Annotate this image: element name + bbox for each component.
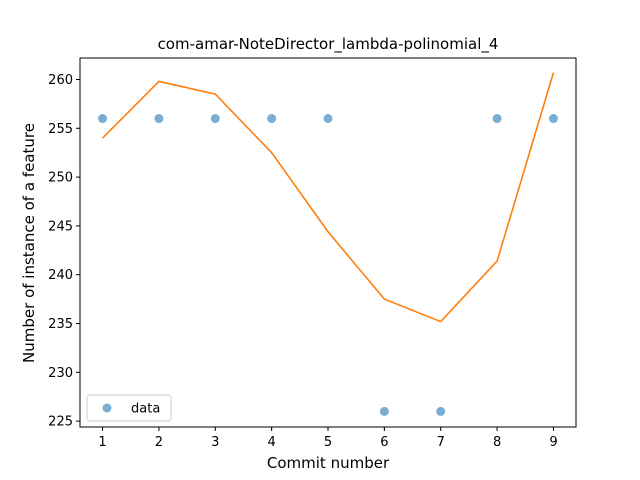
axes-frame [79,57,577,428]
data-point [323,114,333,124]
x-tick-label: 2 [155,435,163,450]
y-tick-label: 260 [48,73,73,88]
y-axis: 225 230 235 240 245 250 255 260 [48,73,80,430]
legend-marker-data [102,403,112,413]
x-tick-label: 4 [267,435,275,450]
data-point [492,114,502,124]
y-tick-label: 225 [48,415,73,430]
data-point [548,114,558,124]
y-tick-label: 240 [48,268,73,283]
legend-label-data: data [131,402,160,417]
data-point [154,114,164,124]
x-tick-label: 6 [380,435,388,450]
y-axis-label: Number of instance of a feature [20,123,38,363]
plot-area [98,72,558,416]
data-point [436,406,446,416]
fit-line [101,72,555,323]
chart-title: com-amar-NoteDirector_lambda-polinomial_… [158,35,499,54]
data-point [379,406,389,416]
x-axis: 1 2 3 4 5 6 7 8 9 [98,427,558,450]
data-point [267,114,277,124]
x-tick-label: 3 [211,435,219,450]
y-tick-label: 230 [48,366,73,381]
x-tick-label: 1 [98,435,106,450]
y-tick-label: 255 [48,122,73,137]
legend-box [86,394,172,422]
x-axis-label: Commit number [267,454,390,472]
data-point [98,114,108,124]
x-tick-label: 7 [437,435,445,450]
x-tick-label: 5 [324,435,332,450]
legend: data [86,394,172,422]
y-tick-label: 235 [48,317,73,332]
y-tick-label: 245 [48,219,73,234]
y-tick-label: 250 [48,171,73,186]
data-point [210,114,220,124]
x-tick-label: 9 [549,435,557,450]
x-tick-label: 8 [493,435,501,450]
